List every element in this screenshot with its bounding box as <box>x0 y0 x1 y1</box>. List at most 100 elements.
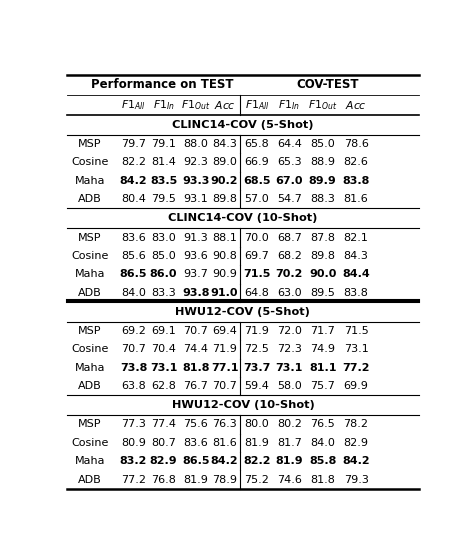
Text: 74.4: 74.4 <box>183 345 209 355</box>
Text: 87.8: 87.8 <box>310 233 335 243</box>
Text: 89.0: 89.0 <box>212 157 237 167</box>
Text: 72.3: 72.3 <box>277 345 301 355</box>
Text: CLINC14-COV (5-Shot): CLINC14-COV (5-Shot) <box>172 120 314 130</box>
Text: MSP: MSP <box>78 233 101 243</box>
Text: CLINC14-COV (10-Shot): CLINC14-COV (10-Shot) <box>168 213 318 223</box>
Text: 76.7: 76.7 <box>183 381 209 391</box>
Text: 84.3: 84.3 <box>212 139 237 149</box>
Text: Cosine: Cosine <box>71 438 109 448</box>
Text: 54.7: 54.7 <box>277 194 301 204</box>
Text: $\mathit{Acc}$: $\mathit{Acc}$ <box>214 99 236 111</box>
Text: $\it{F1}$$_{\it{In}}$: $\it{F1}$$_{\it{In}}$ <box>278 98 300 112</box>
Text: 89.5: 89.5 <box>310 288 335 297</box>
Text: 81.9: 81.9 <box>183 475 209 485</box>
Text: $\it{F1}$$_{\it{In}}$: $\it{F1}$$_{\it{In}}$ <box>153 98 174 112</box>
Text: ADB: ADB <box>78 381 101 391</box>
Text: 67.0: 67.0 <box>275 176 303 186</box>
Text: 86.5: 86.5 <box>182 456 210 466</box>
Text: 82.2: 82.2 <box>121 157 146 167</box>
Text: COV-TEST: COV-TEST <box>296 79 359 91</box>
Text: 82.6: 82.6 <box>344 157 368 167</box>
Text: $\it{F1}$$_{\it{Out}}$: $\it{F1}$$_{\it{Out}}$ <box>308 98 337 112</box>
Text: 71.5: 71.5 <box>243 269 271 279</box>
Text: Maha: Maha <box>74 363 105 373</box>
Text: 84.2: 84.2 <box>211 456 238 466</box>
Text: 82.9: 82.9 <box>150 456 177 466</box>
Text: 84.4: 84.4 <box>342 269 370 279</box>
Text: 77.1: 77.1 <box>211 363 238 373</box>
Text: 64.4: 64.4 <box>277 139 301 149</box>
Text: ADB: ADB <box>78 475 101 485</box>
Text: 81.4: 81.4 <box>151 157 176 167</box>
Text: $\it{F1}$$_{\it{All}}$: $\it{F1}$$_{\it{All}}$ <box>121 98 146 112</box>
Text: 71.9: 71.9 <box>212 345 237 355</box>
Text: 70.2: 70.2 <box>275 269 303 279</box>
Text: 81.6: 81.6 <box>344 194 368 204</box>
Text: 82.1: 82.1 <box>344 233 368 243</box>
Text: 83.0: 83.0 <box>151 233 176 243</box>
Text: 69.4: 69.4 <box>212 326 237 336</box>
Text: 81.9: 81.9 <box>275 456 303 466</box>
Text: 68.5: 68.5 <box>243 176 271 186</box>
Text: 82.9: 82.9 <box>344 438 369 448</box>
Text: 75.6: 75.6 <box>183 419 208 429</box>
Text: 73.1: 73.1 <box>275 363 303 373</box>
Text: 82.2: 82.2 <box>243 456 271 466</box>
Text: 84.2: 84.2 <box>342 456 370 466</box>
Text: 68.2: 68.2 <box>277 251 301 261</box>
Text: 85.0: 85.0 <box>310 139 335 149</box>
Text: MSP: MSP <box>78 139 101 149</box>
Text: 91.3: 91.3 <box>183 233 208 243</box>
Text: 78.9: 78.9 <box>212 475 237 485</box>
Text: 80.0: 80.0 <box>245 419 269 429</box>
Text: 80.9: 80.9 <box>121 438 146 448</box>
Text: 93.8: 93.8 <box>182 288 210 297</box>
Text: 79.3: 79.3 <box>344 475 368 485</box>
Text: 93.3: 93.3 <box>182 176 210 186</box>
Text: 70.7: 70.7 <box>212 381 237 391</box>
Text: 81.1: 81.1 <box>309 363 337 373</box>
Text: 84.0: 84.0 <box>121 288 146 297</box>
Text: 70.7: 70.7 <box>183 326 209 336</box>
Text: 81.9: 81.9 <box>245 438 269 448</box>
Text: HWU12-COV (10-Shot): HWU12-COV (10-Shot) <box>172 401 314 411</box>
Text: 86.5: 86.5 <box>120 269 147 279</box>
Text: 63.8: 63.8 <box>121 381 146 391</box>
Text: 83.2: 83.2 <box>120 456 147 466</box>
Text: HWU12-COV (5-Shot): HWU12-COV (5-Shot) <box>175 307 310 317</box>
Text: 71.7: 71.7 <box>310 326 335 336</box>
Text: 57.0: 57.0 <box>245 194 269 204</box>
Text: 71.5: 71.5 <box>344 326 368 336</box>
Text: 81.6: 81.6 <box>212 438 237 448</box>
Text: 84.0: 84.0 <box>310 438 335 448</box>
Text: 85.6: 85.6 <box>121 251 146 261</box>
Text: 90.2: 90.2 <box>211 176 238 186</box>
Text: 80.4: 80.4 <box>121 194 146 204</box>
Text: 75.2: 75.2 <box>245 475 269 485</box>
Text: 91.0: 91.0 <box>211 288 238 297</box>
Text: 72.0: 72.0 <box>277 326 301 336</box>
Text: 71.9: 71.9 <box>245 326 269 336</box>
Text: 65.8: 65.8 <box>245 139 269 149</box>
Text: Maha: Maha <box>74 456 105 466</box>
Text: 83.6: 83.6 <box>121 233 146 243</box>
Text: 83.3: 83.3 <box>151 288 176 297</box>
Text: 81.8: 81.8 <box>310 475 335 485</box>
Text: 93.6: 93.6 <box>183 251 208 261</box>
Text: Maha: Maha <box>74 176 105 186</box>
Text: $\mathit{Acc}$: $\mathit{Acc}$ <box>345 99 367 111</box>
Text: 59.4: 59.4 <box>245 381 269 391</box>
Text: 81.8: 81.8 <box>182 363 210 373</box>
Text: 84.3: 84.3 <box>344 251 368 261</box>
Text: 93.7: 93.7 <box>183 269 209 279</box>
Text: MSP: MSP <box>78 326 101 336</box>
Text: 63.0: 63.0 <box>277 288 301 297</box>
Text: ADB: ADB <box>78 194 101 204</box>
Text: 69.9: 69.9 <box>344 381 368 391</box>
Text: 84.2: 84.2 <box>119 176 147 186</box>
Text: 76.8: 76.8 <box>151 475 176 485</box>
Text: 79.1: 79.1 <box>151 139 176 149</box>
Text: Cosine: Cosine <box>71 157 109 167</box>
Text: 70.0: 70.0 <box>245 233 269 243</box>
Text: 73.7: 73.7 <box>243 363 271 373</box>
